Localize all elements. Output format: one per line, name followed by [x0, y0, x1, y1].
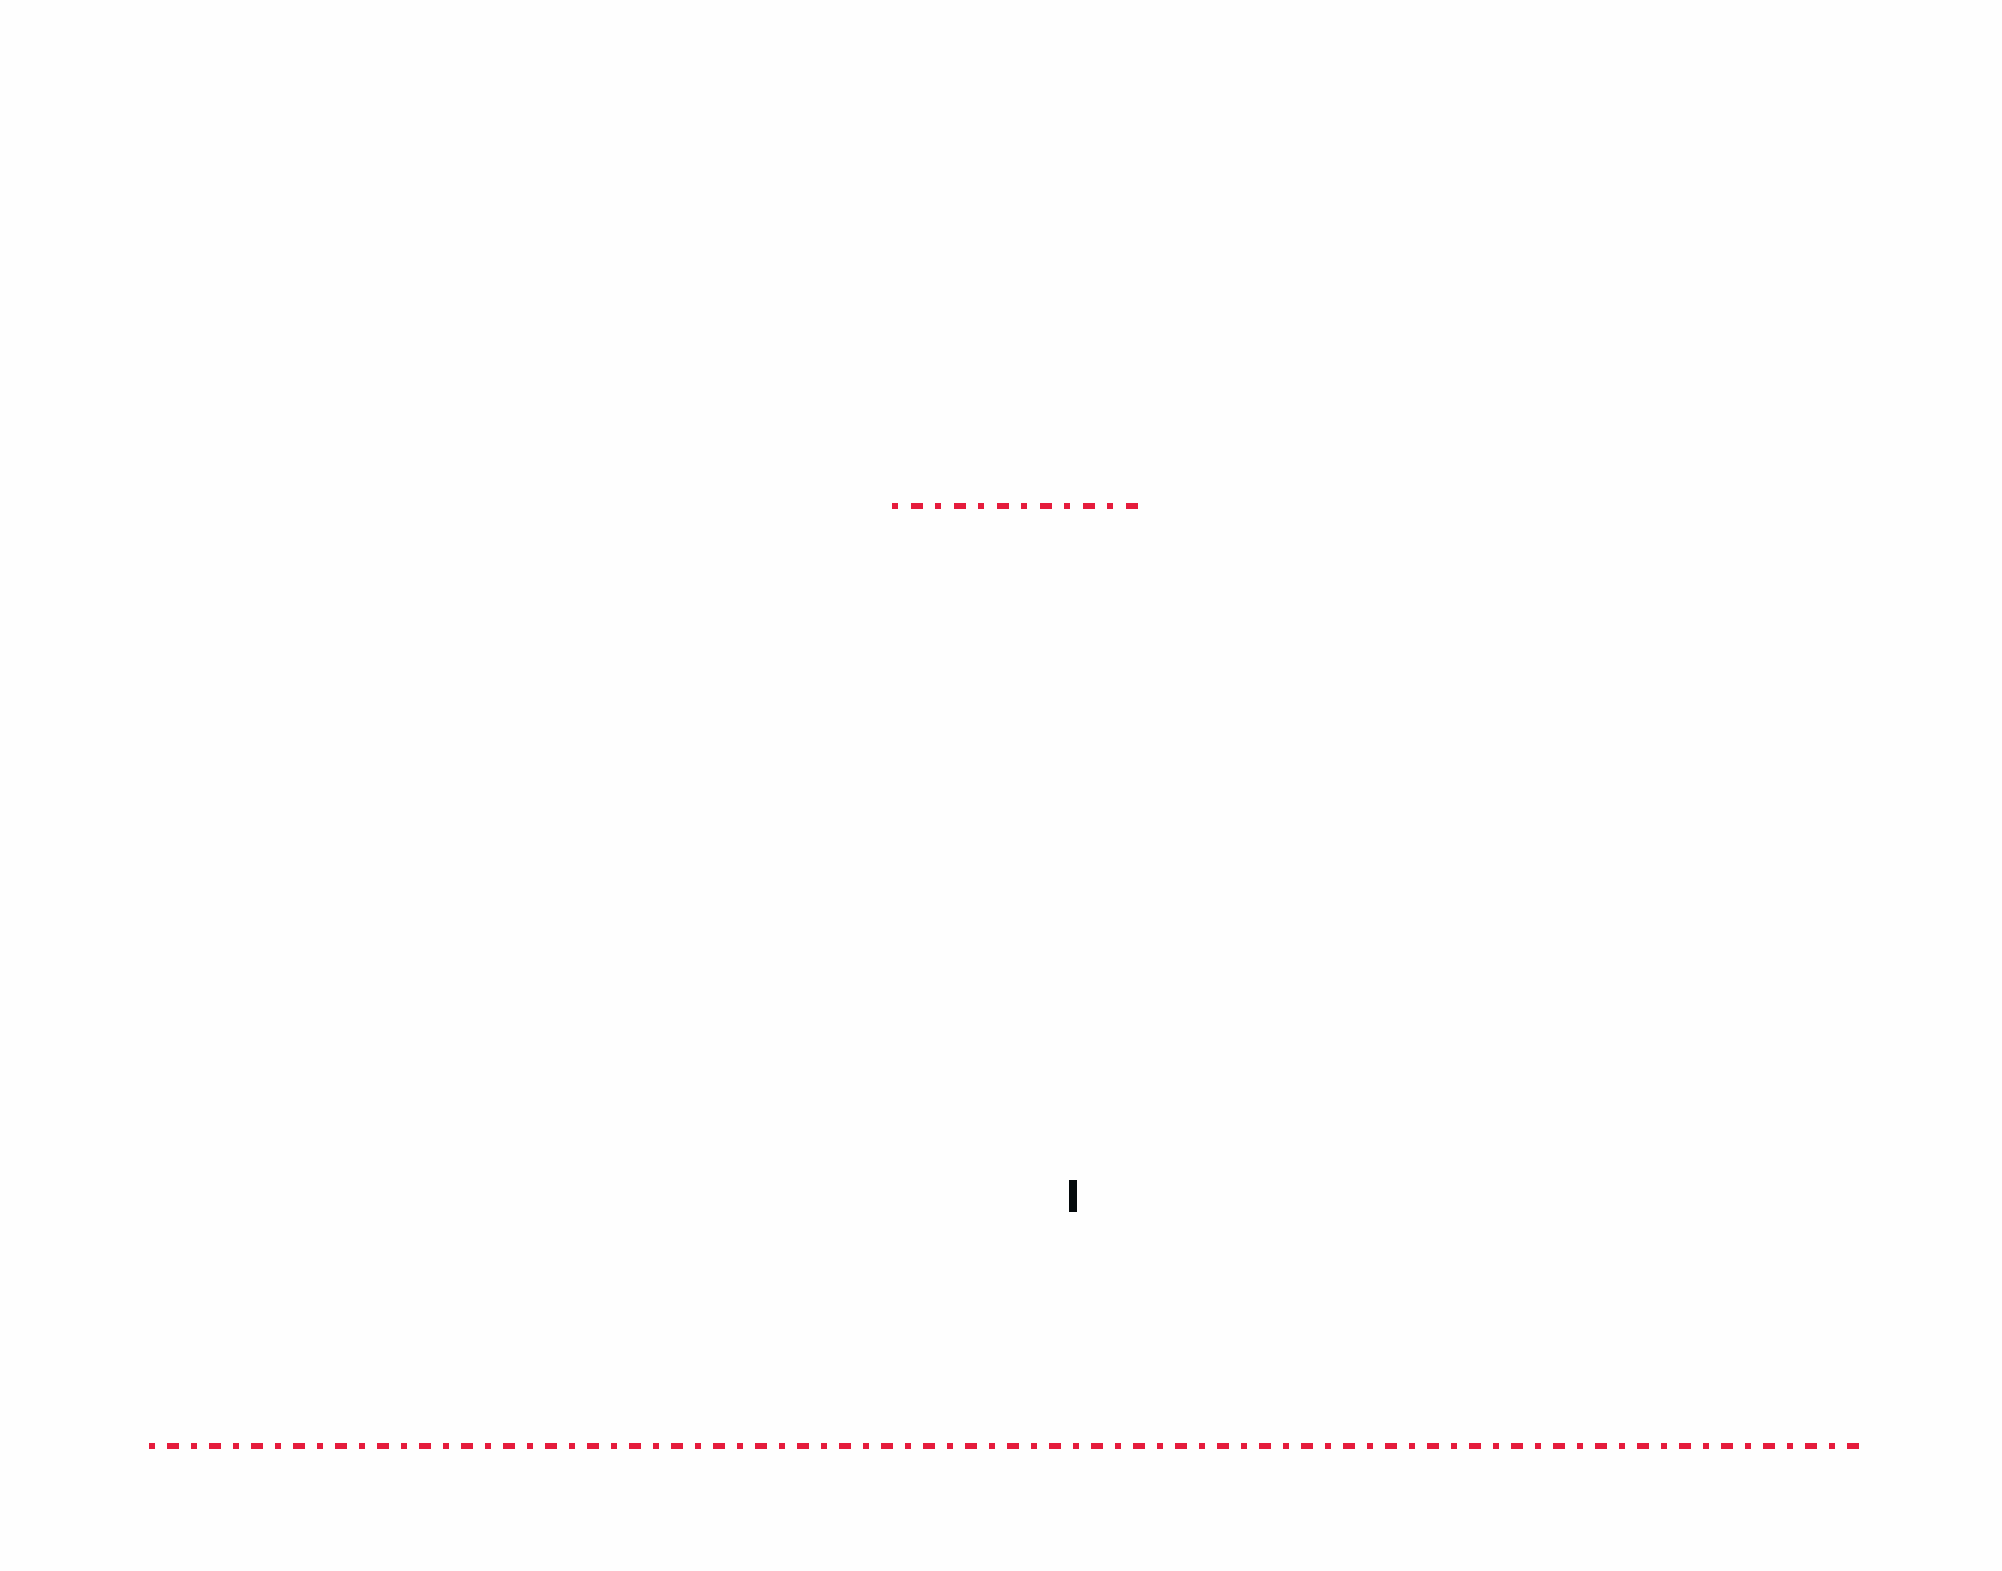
text-caret — [1069, 1180, 1077, 1212]
